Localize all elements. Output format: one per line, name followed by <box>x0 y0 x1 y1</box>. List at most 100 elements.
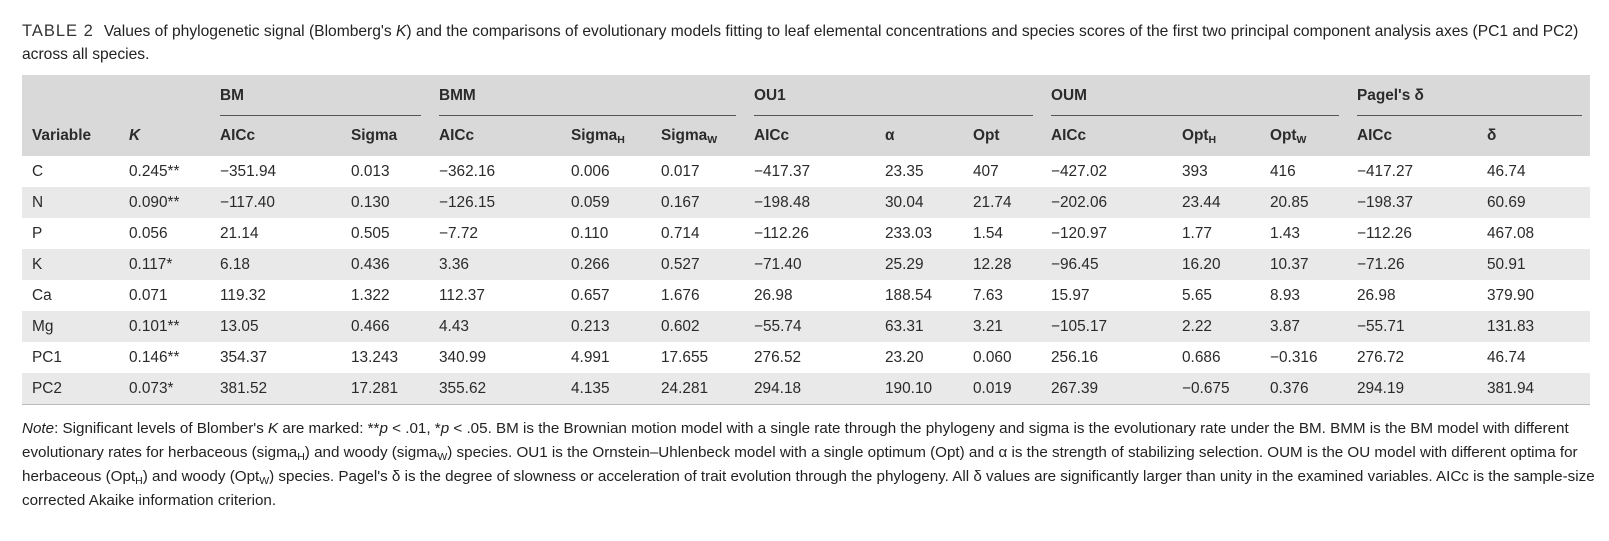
table-cell: 1.77 <box>1182 224 1212 242</box>
table-cell: 112.37 <box>439 286 485 304</box>
col-bm-aicc: AICc <box>220 127 256 144</box>
caption-text-2: ) and the comparisons of evolutionary mo… <box>22 23 1579 63</box>
col-oum-opt-h: OptH <box>1172 116 1260 156</box>
note-subscript: H <box>297 451 305 463</box>
row-variable-cell: N <box>32 193 44 211</box>
table-cell: −120.97 <box>1051 224 1108 242</box>
table-row: PC1 0.146** 354.37 13.243 340.99 4.991 17.655 2… <box>22 342 1590 373</box>
table-cell: 8.93 <box>1270 286 1300 304</box>
note-label: Note <box>22 420 55 437</box>
row-variable-cell: C <box>32 162 44 180</box>
table-cell: −7.72 <box>439 224 478 242</box>
col-k: K <box>129 127 141 144</box>
table-cell: 267.39 <box>1041 373 1172 405</box>
table-cell: 3.21 <box>973 317 1003 335</box>
table-cell: 393 <box>1182 162 1208 180</box>
col-bmm-sigma-h: SigmaH <box>561 116 651 156</box>
caption-k-symbol: K <box>396 23 407 40</box>
table-label: TABLE 2 <box>22 22 94 40</box>
table-cell: 26.98 <box>754 286 793 304</box>
table-cell: 0.167 <box>661 193 700 211</box>
table-cell: 4.991 <box>571 348 610 366</box>
table-cell: 0.006 <box>571 162 610 180</box>
table-cell: 25.29 <box>885 255 924 273</box>
table-cell: 119.32 <box>220 286 266 304</box>
table-cell: 13.05 <box>220 317 259 335</box>
table-cell: 23.20 <box>885 348 924 366</box>
table-cell: 467.08 <box>1487 224 1535 242</box>
table-cell: 294.18 <box>744 373 875 405</box>
note-text: ) species. OU1 is the Ornstein–Uhlenbeck… <box>22 444 1578 485</box>
col-oum-opt-h-base: Opt <box>1182 127 1209 144</box>
note-text: ) and woody (Opt <box>142 468 260 485</box>
header-spacer <box>22 75 119 116</box>
note-p-symbol: p <box>379 420 388 437</box>
table-body: C 0.245** −351.94 0.013 −362.16 0.006 0.017 −41… <box>22 156 1590 405</box>
table-cell: 0.056 <box>129 224 168 242</box>
table-row: N 0.090** −117.40 0.130 −126.15 0.059 0.167 −19… <box>22 187 1590 218</box>
table-cell: 0.602 <box>661 317 700 335</box>
table-cell: 6.18 <box>220 255 250 273</box>
table-cell: 188.54 <box>885 286 933 304</box>
header-spacer <box>119 75 210 116</box>
table-cell: 0.657 <box>571 286 610 304</box>
table-cell: 1.54 <box>973 224 1003 242</box>
table-cell: 0.110 <box>571 224 609 242</box>
table-cell: 5.65 <box>1182 286 1212 304</box>
col-bmm-sigma-h-base: Sigma <box>571 127 618 144</box>
row-variable-cell: PC1 <box>32 348 62 366</box>
col-oum-aicc: AICc <box>1051 127 1087 144</box>
table-cell: 0.017 <box>661 162 700 180</box>
table-cell: 0.130 <box>351 193 390 211</box>
table-cell: 23.35 <box>885 162 924 180</box>
note-text: : Significant levels of Blomber's <box>54 420 269 437</box>
table-cell: −362.16 <box>439 162 496 180</box>
note-subscript: H <box>135 475 143 487</box>
col-oum-opt-w-base: Opt <box>1270 127 1297 144</box>
col-ou1-opt: Opt <box>973 127 1000 144</box>
table-cell: 0.466 <box>351 317 390 335</box>
table-cell: 2.22 <box>1182 317 1212 335</box>
table-cell: 63.31 <box>885 317 924 335</box>
table-cell: 416 <box>1270 162 1296 180</box>
table-cell: −198.48 <box>754 193 811 211</box>
table-cell: −55.71 <box>1357 317 1405 335</box>
table-cell: 0.213 <box>571 317 610 335</box>
table-cell: 340.99 <box>439 348 487 366</box>
table-caption: TABLE 2 Values of phylogenetic signal (Bl… <box>22 20 1582 66</box>
table-cell: 10.37 <box>1270 255 1309 273</box>
row-variable-cell: P <box>32 224 43 242</box>
table-cell: −198.37 <box>1357 193 1414 211</box>
table-cell: 46.74 <box>1487 348 1526 366</box>
table-cell: 1.676 <box>661 286 700 304</box>
group-oum: OUM <box>1041 75 1347 116</box>
row-variable-cell: Mg <box>32 317 54 335</box>
row-variable-cell: PC2 <box>22 373 119 405</box>
group-bmm: BMM <box>429 75 744 116</box>
table-cell: 21.14 <box>220 224 259 242</box>
table-cell: −112.26 <box>1357 224 1412 242</box>
col-bmm-sigma-w-sub: W <box>707 134 718 146</box>
data-table: BM BMM OU1 OUM Pagel's δ Variable K AICc… <box>22 75 1590 405</box>
table-row: P 0.056 21.14 0.505 −7.72 0.110 0.714 −112.26 23… <box>22 218 1590 249</box>
row-variable-cell: K <box>32 255 43 273</box>
table-cell: 3.36 <box>439 255 469 273</box>
col-pagel-delta: δ <box>1487 127 1497 144</box>
table-cell: 0.090** <box>129 193 180 211</box>
table-cell: 4.135 <box>561 373 651 405</box>
table-cell: 20.85 <box>1270 193 1309 211</box>
table-cell: 0.714 <box>661 224 700 242</box>
table-cell: 23.44 <box>1182 193 1221 211</box>
table-cell: 355.62 <box>429 373 561 405</box>
caption-text-1: Values of phylogenetic signal (Blomberg'… <box>103 23 397 40</box>
col-bmm-aicc: AICc <box>439 127 475 144</box>
col-bmm-sigma-w: SigmaW <box>651 116 744 156</box>
table-cell: 21.74 <box>973 193 1012 211</box>
table-row: Mg 0.101** 13.05 0.466 4.43 0.213 0.602 −55.74 6… <box>22 311 1590 342</box>
table-cell: −427.02 <box>1051 162 1108 180</box>
table-cell: −417.27 <box>1357 162 1414 180</box>
note-text: < .01, * <box>387 420 441 437</box>
note-text: ) species. Pagel's δ is the degree of sl… <box>22 468 1595 509</box>
table-cell: 131.83 <box>1487 317 1535 335</box>
